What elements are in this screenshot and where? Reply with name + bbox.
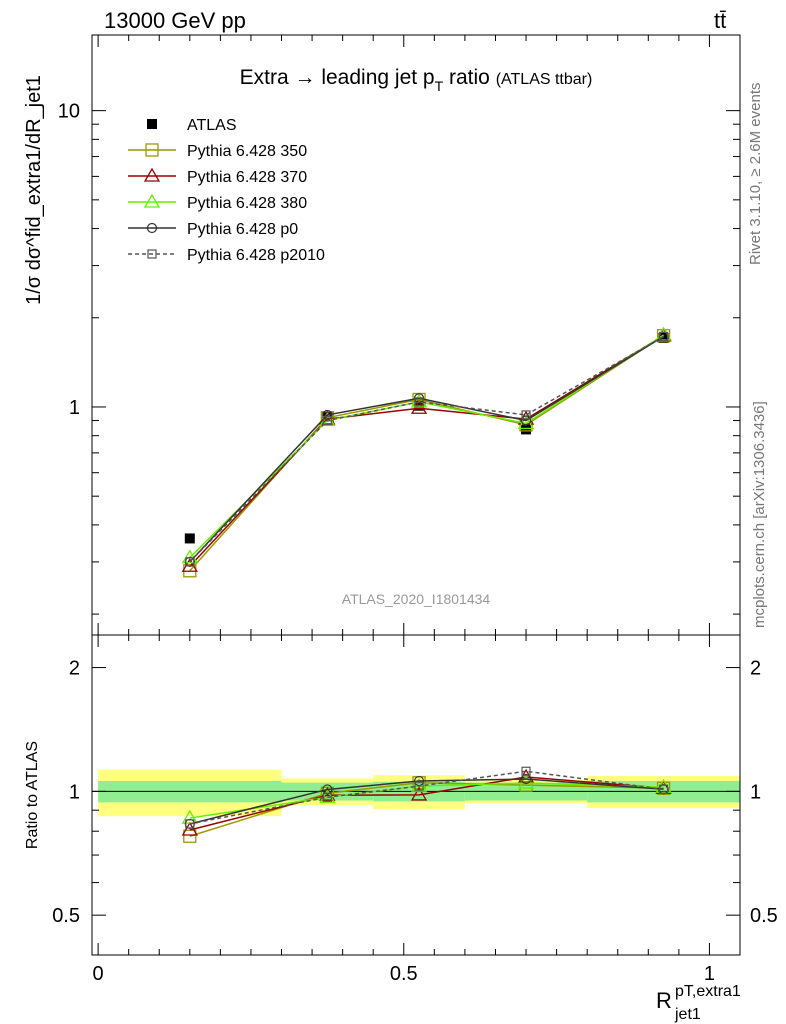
ratio-point-pythia-6-428-370 (181, 821, 198, 836)
data-point-atlas (658, 332, 669, 343)
x-tick-label: 1 (704, 963, 715, 985)
legend: ATLAS Pythia 6.428 350 Pythia 6.428 370 Pyt… (128, 117, 325, 264)
legend-marker-atlas (147, 119, 157, 129)
legend-marker-pythia-6-428-p0 (146, 222, 158, 234)
x-axis-label-sub: jet1 (674, 1006, 701, 1023)
legend-marker-pythia-6-428-350 (145, 143, 159, 157)
data-point-pythia-6-428-p0 (322, 409, 333, 421)
energy-label: 13000 GeV pp (104, 8, 246, 33)
series-line-pythia-6-428-p0 (189, 335, 664, 563)
ratio-point-pythia-6-428-p2010 (185, 819, 195, 829)
data-point-pythia-6-428-380 (517, 415, 535, 430)
data-point-pythia-6-428-p2010 (185, 557, 195, 567)
data-point-pythia-6-428-p2010 (658, 331, 669, 342)
ratio-point-pythia-6-428-350 (183, 829, 197, 843)
ratio-point-pythia-6-428-380 (181, 809, 198, 824)
legend-marker-pythia-6-428-p2010 (147, 249, 157, 259)
x-axis-label: R (656, 988, 672, 1013)
data-point-pythia-6-428-p2010 (521, 410, 531, 420)
ratio-y-tick-label: 0.5 (750, 905, 778, 927)
main-panel: 1 10 (58, 34, 741, 636)
ratio-panel: 0 0.5 1 0.5 0.5 1 1 2 2 (52, 634, 778, 985)
data-point-pythia-6-428-p2010 (414, 397, 424, 407)
x-axis-label-sup: pT,extra1 (675, 983, 741, 1000)
data-point-pythia-6-428-p2010 (322, 415, 332, 426)
data-point-pythia-6-428-380 (181, 549, 198, 564)
legend-marker-pythia-6-428-380 (143, 193, 161, 208)
ratio-point-pythia-6-428-p2010 (322, 792, 332, 802)
ratio-point-pythia-6-428-p0 (520, 773, 532, 785)
analysis-label: ATLAS_2020_I1801434 (342, 591, 491, 607)
mcplots-label: mcplots.cern.ch [arXiv:1306.3436] (751, 401, 768, 628)
data-point-atlas (184, 533, 195, 544)
ratio-y-tick-label: 0.5 (52, 905, 80, 927)
process-label: tt̄ (714, 8, 726, 33)
series-line-pythia-6-428-350 (189, 335, 664, 572)
legend-marker-pythia-6-428-370 (143, 167, 161, 182)
x-tick-label: 0 (93, 963, 104, 985)
ratio-y-tick-label: 2 (69, 658, 80, 680)
ratio-point-pythia-6-428-p2010 (521, 766, 531, 776)
ratio-y-axis-label: Ratio to ATLAS (24, 741, 41, 849)
svg-text:Ratio to ATLAS: Ratio to ATLAS (24, 741, 41, 849)
data-point-atlas (521, 424, 532, 435)
legend-label-pythia-6-428-380: Pythia 6.428 380 (187, 195, 307, 212)
legend-label-pythia-6-428-350: Pythia 6.428 350 (187, 143, 307, 160)
series-line-pythia-6-428-370 (189, 335, 664, 567)
legend-label-atlas: ATLAS (187, 117, 237, 134)
ratio-point-pythia-6-428-370 (410, 786, 428, 801)
series-line-pythia-6-428-p2010 (189, 335, 664, 563)
legend-label-pythia-6-428-p2010: Pythia 6.428 p2010 (187, 247, 325, 264)
legend-label-pythia-6-428-370: Pythia 6.428 370 (187, 169, 307, 186)
legend-label-pythia-6-428-p0: Pythia 6.428 p0 (187, 221, 298, 238)
ratio-point-pythia-6-428-p0 (322, 784, 333, 795)
ratio-point-pythia-6-428-p2010 (414, 781, 424, 791)
y-axis-label: 1/σ dσ^fid_extra1/dR_jet1 (23, 75, 45, 305)
ratio-line-pythia-6-428-p0 (189, 778, 664, 825)
ratio-line-pythia-6-428-p2010 (189, 770, 664, 825)
ratio-point-pythia-6-428-p2010 (658, 784, 669, 794)
ratio-y-tick-label: 1 (69, 781, 80, 803)
x-tick-label: 0.5 (390, 963, 418, 985)
chart-title: Extra → leading jet pT ratio (ATLAS ttba… (240, 66, 593, 94)
ratio-y-tick-label: 1 (750, 781, 761, 803)
data-point-pythia-6-428-p0 (520, 415, 532, 426)
svg-text:1/σ dσ^fid_extra1/dR_jet1: 1/σ dσ^fid_extra1/dR_jet1 (23, 75, 45, 305)
rivet-label: Rivet 3.1.10, ≥ 2.6M events (747, 83, 764, 266)
series-line-pythia-6-428-380 (189, 334, 664, 559)
y-tick-label: 10 (58, 101, 80, 123)
y-tick-label: 1 (69, 397, 80, 419)
ratio-y-tick-label: 2 (750, 658, 761, 680)
ratio-panel-frame (91, 634, 741, 956)
